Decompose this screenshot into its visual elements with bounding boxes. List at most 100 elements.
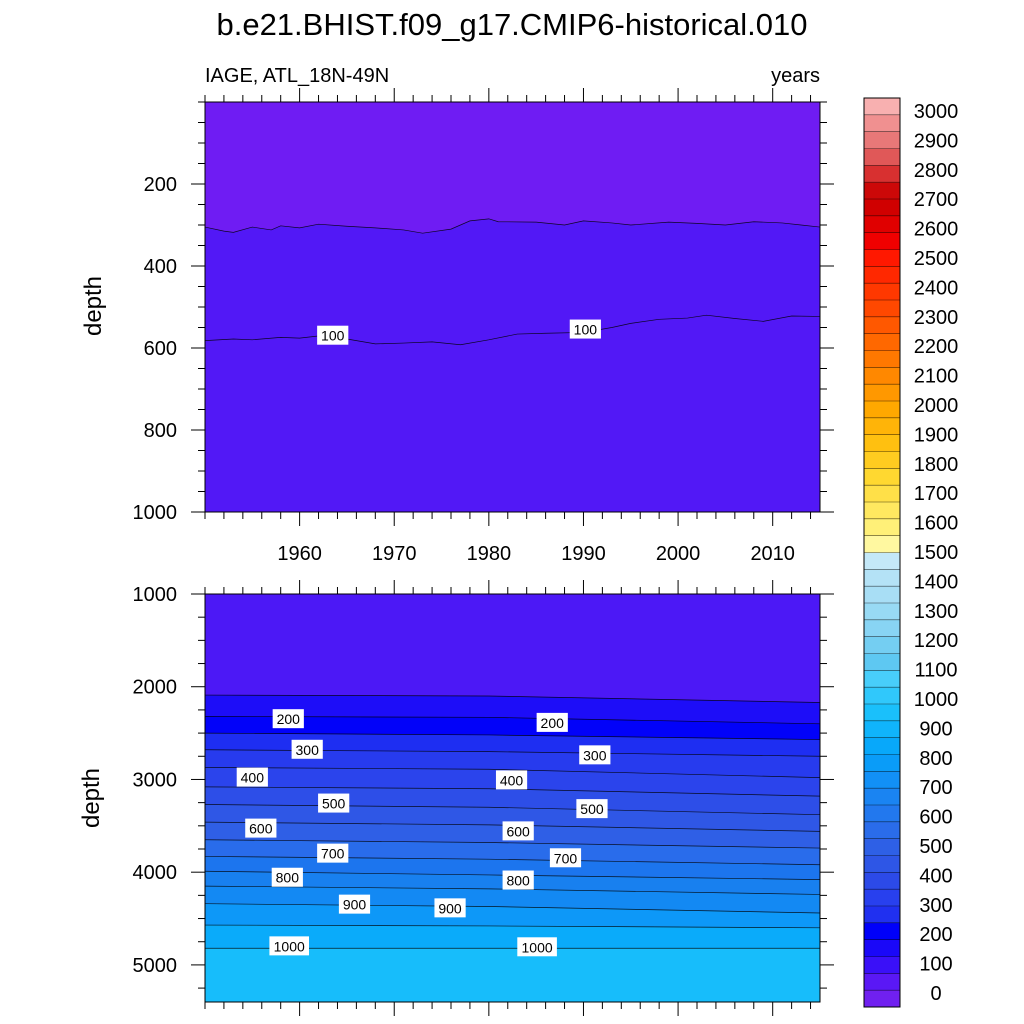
colorbar-swatch (864, 939, 900, 957)
colorbar-label: 300 (919, 895, 952, 917)
svg-text:1000: 1000 (274, 938, 305, 954)
colorbar-swatch (864, 586, 900, 604)
upper-plot-area: 100 100 (205, 102, 820, 512)
lower-contour-label: 700 (549, 848, 582, 868)
svg-text:200: 200 (277, 711, 301, 727)
lower-contour-label: 400 (236, 767, 268, 787)
colorbar-swatch (864, 552, 900, 570)
colorbar-label: 1700 (914, 483, 959, 505)
upper-x-tick-label: 1960 (277, 543, 322, 565)
svg-text:500: 500 (322, 796, 346, 812)
colorbar-swatch (864, 518, 900, 536)
colorbar-label: 800 (919, 748, 952, 770)
svg-text:700: 700 (321, 846, 345, 862)
lower-contour-label: 300 (579, 745, 611, 765)
colorbar-swatch (864, 434, 900, 452)
lower-contour-label: 800 (271, 867, 303, 887)
colorbar-label: 1900 (914, 424, 959, 446)
colorbar-swatch (864, 215, 900, 233)
chart-left-subtitle: IAGE, ATL_18N-49N (205, 65, 389, 87)
svg-text:100: 100 (574, 322, 598, 338)
svg-text:100: 100 (321, 328, 345, 344)
colorbar-swatch (864, 805, 900, 823)
lower-contour-line-1100 (205, 856, 820, 866)
lower-contour-line-800 (205, 804, 820, 816)
lower-frame (204, 593, 821, 1003)
svg-text:1000: 1000 (522, 939, 553, 955)
lower-panel: 200 200 300 300 400 400 500 500 600 600 700 700 800 8… (133, 580, 834, 1016)
lower-y-tick-label: 2000 (133, 677, 178, 699)
colorbar-swatch (864, 333, 900, 351)
colorbar-swatch (864, 889, 900, 907)
colorbar-swatch (864, 266, 900, 284)
upper-x-tick-label: 1970 (372, 543, 417, 565)
colorbar-swatch (864, 316, 900, 334)
lower-contour-line-1400 (205, 903, 820, 914)
colorbar-swatch (864, 603, 900, 621)
colorbar-swatch (864, 821, 900, 839)
colorbar-swatch (864, 704, 900, 722)
lower-contour-label: 500 (576, 799, 608, 819)
lower-contour-label: 400 (495, 770, 528, 790)
colorbar-swatch (864, 569, 900, 587)
upper-y-tick-label: 1000 (133, 502, 178, 524)
svg-text:900: 900 (438, 900, 462, 916)
colorbar-label: 600 (919, 807, 952, 829)
colorbar-swatch (864, 384, 900, 402)
svg-text:200: 200 (541, 715, 565, 731)
svg-text:500: 500 (580, 801, 604, 817)
colorbar-swatch (864, 990, 900, 1008)
svg-text:700: 700 (554, 850, 578, 866)
lower-contour-line-1500 (205, 924, 820, 929)
lower-contour-label: 900 (338, 894, 371, 914)
colorbar-label: 1800 (914, 454, 959, 476)
colorbar-label: 700 (919, 777, 952, 799)
svg-text:600: 600 (506, 823, 530, 839)
colorbar-swatch (864, 165, 900, 183)
colorbar-swatch (864, 468, 900, 486)
upper-panel: 100 100 200 400 600 800 1000 1960 1970 1980 1990 20… (133, 88, 834, 565)
colorbar-label: 500 (919, 836, 952, 858)
upper-y-tick-label: 200 (144, 174, 177, 196)
colorbar-swatch (864, 148, 900, 166)
upper-x-tick-label: 2010 (750, 543, 795, 565)
upper-y-tick-label: 600 (144, 338, 177, 360)
lower-contour-label: 600 (502, 821, 534, 841)
svg-text:900: 900 (343, 897, 367, 913)
lower-band-1600 (205, 948, 820, 1002)
colorbar-label: 1000 (914, 689, 959, 711)
colorbar-swatch (864, 232, 900, 250)
upper-contour-line-200 (205, 314, 820, 346)
colorbar-swatch (864, 417, 900, 435)
colorbar-swatch (864, 636, 900, 654)
colorbar-swatch (864, 855, 900, 873)
colorbar-swatch (864, 283, 900, 301)
lower-contour-label: 1000 (517, 937, 557, 957)
lower-y-tick-label: 1000 (133, 584, 178, 606)
upper-contour-label: 100 (569, 319, 601, 339)
colorbar-frame (863, 97, 901, 1008)
upper-x-tick-label: 1990 (561, 543, 606, 565)
lower-contour-line-400 (205, 732, 820, 740)
lower-contour-label: 800 (502, 870, 534, 890)
upper-y-axis-title: depth (80, 276, 107, 336)
upper-y-tick-label: 400 (144, 256, 177, 278)
lower-contour-line-900 (205, 821, 820, 832)
colorbar-swatch (864, 131, 900, 149)
colorbar-label: 2500 (914, 248, 959, 270)
lower-contour-label: 700 (317, 843, 349, 863)
svg-text:400: 400 (500, 772, 524, 788)
colorbar-swatch (864, 838, 900, 856)
colorbar-label: 1100 (914, 660, 957, 682)
colorbar-swatch (864, 670, 900, 688)
colorbar-label: 2000 (914, 395, 959, 417)
colorbar-swatch (864, 653, 900, 671)
colorbar-label: 100 (919, 954, 952, 976)
colorbar-swatch (864, 906, 900, 924)
upper-contour-label: 100 (317, 325, 349, 345)
lower-contour-label: 200 (272, 709, 304, 729)
colorbar-label: 2700 (914, 189, 959, 211)
lower-contour-label: 200 (536, 712, 568, 732)
lower-contour-line-1000 (205, 839, 820, 849)
